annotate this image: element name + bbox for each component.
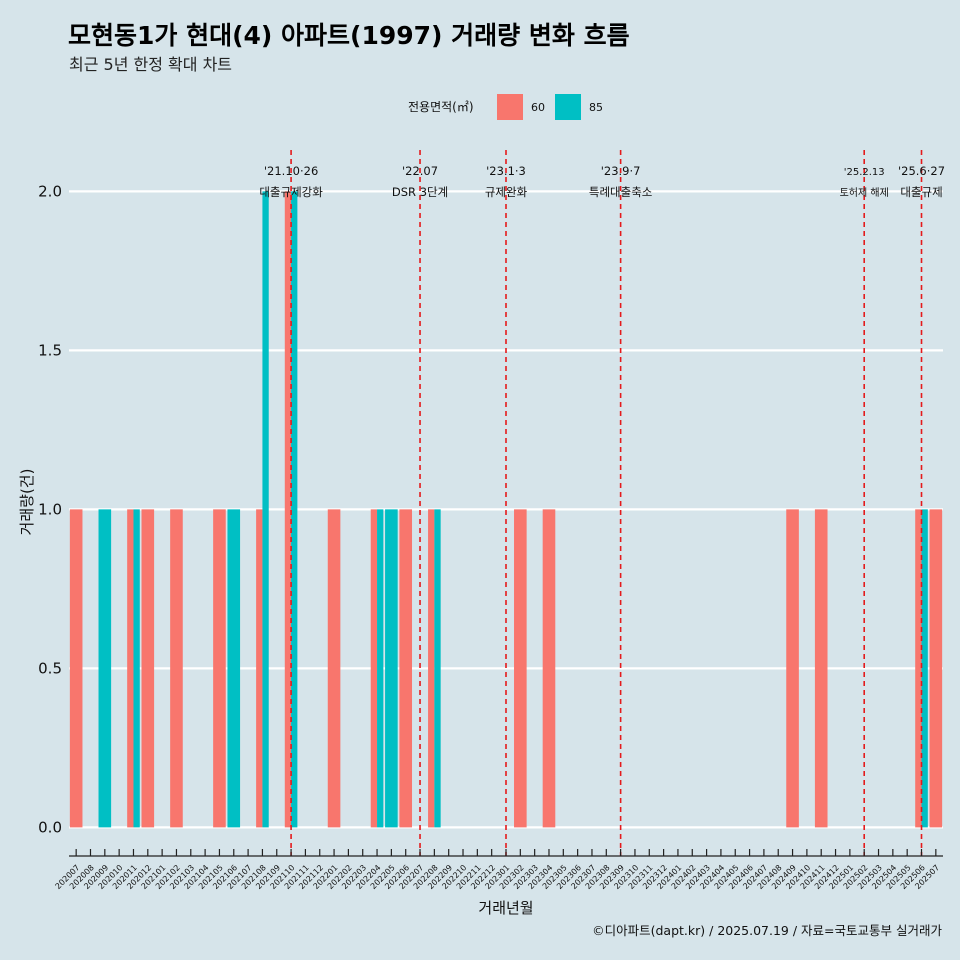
legend: 전용면적(㎡) 60 85	[408, 94, 603, 120]
bar-85-202108	[262, 191, 269, 828]
event-annotations: '21.10·26 대출규제강화 '22.07 DSR 3단계 '23.1·3 규제완화 '…	[259, 150, 945, 856]
x-axis: 2020072020082020092020102020112020122021…	[54, 849, 943, 891]
bar-60-202012	[141, 509, 155, 828]
bar-60-202110	[284, 191, 292, 828]
bar-60-202204	[370, 509, 378, 828]
bar-60-202011	[127, 509, 134, 828]
bar-85-202110	[291, 191, 298, 828]
y-tick-label: 0.5	[38, 659, 62, 677]
bar-60-202507	[929, 509, 943, 828]
y-axis-title: 거래량(건)	[18, 469, 36, 536]
bar-85-202204	[377, 509, 384, 828]
bar-60-202201	[327, 509, 341, 828]
bar-60-202108	[256, 509, 263, 828]
bar-85-202205	[385, 509, 398, 828]
bar-60-202105	[213, 509, 226, 828]
bars	[69, 191, 943, 828]
bar-85-202506	[921, 509, 928, 828]
bar-60-202506	[915, 509, 922, 828]
caption: ©디아파트(dapt.kr) / 2025.07.19 / 자료=국토교통부 실…	[592, 923, 942, 938]
event-date: '23.9·7	[601, 164, 641, 178]
event-label: DSR 3단계	[392, 185, 448, 199]
y-tick-label: 0.0	[38, 818, 62, 836]
chart-subtitle: 최근 5년 한정 확대 차트	[69, 55, 232, 74]
event-date: '23.1·3	[486, 164, 526, 178]
bar-60-202411	[814, 509, 828, 828]
y-tick-label: 1.0	[38, 500, 62, 518]
event-label: 대출규제강화	[259, 185, 323, 199]
legend-swatch-60	[497, 94, 523, 120]
event-date: '25.2.13	[844, 167, 885, 178]
bar-85-202106	[227, 509, 241, 828]
legend-title: 전용면적(㎡)	[408, 100, 474, 114]
legend-label-60: 60	[531, 101, 545, 114]
event-label: 규제완화	[485, 185, 528, 199]
bar-85-202208	[434, 509, 441, 828]
bar-60-202208	[428, 509, 435, 828]
bar-60-202304	[542, 509, 556, 828]
x-axis-title: 거래년월	[478, 899, 533, 917]
bar-85-202011	[133, 509, 140, 828]
bar-60-202206	[399, 509, 413, 828]
bar-85-202009	[98, 509, 112, 828]
y-tick-label: 2.0	[38, 182, 62, 200]
legend-swatch-85	[555, 94, 581, 120]
event-label: 토허제 해제	[840, 186, 889, 199]
event-label: 대출규제	[900, 185, 942, 199]
event-date: '22.07	[402, 164, 438, 178]
event-date: '25.6·27	[898, 164, 945, 178]
legend-label-85: 85	[589, 101, 603, 114]
bar-60-202102	[170, 509, 183, 828]
y-tick-labels: 0.0 0.5 1.0 1.5 2.0	[38, 182, 62, 836]
chart-title: 모현동1가 현대(4) 아파트(1997) 거래량 변화 흐름	[68, 21, 630, 50]
bar-60-202409	[786, 509, 799, 828]
bar-60-202302	[514, 509, 527, 828]
event-date: '21.10·26	[264, 164, 318, 178]
bar-60-202007	[69, 509, 83, 828]
event-label: 특례대출축소	[589, 185, 652, 199]
y-tick-label: 1.5	[38, 341, 62, 359]
